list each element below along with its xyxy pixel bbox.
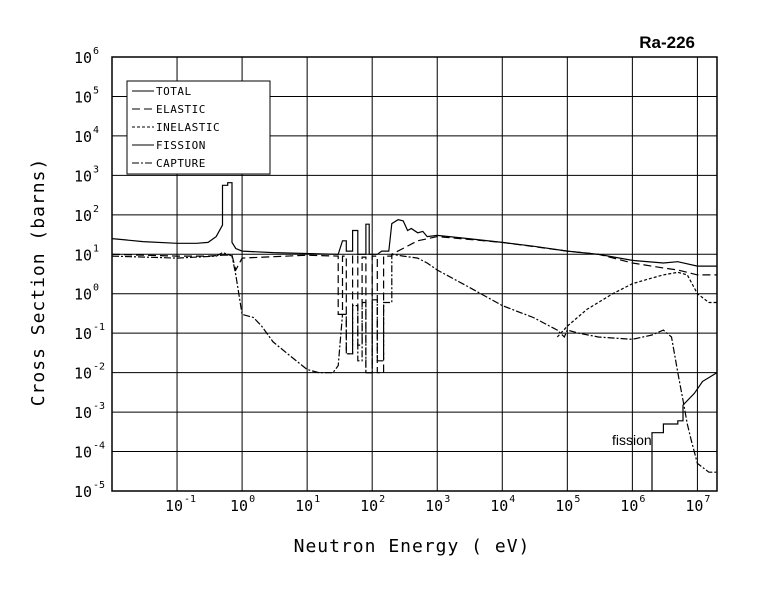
y-axis-label: Cross Section (barns)	[28, 158, 49, 407]
x-axis-label: Neutron Energy ( eV)	[294, 536, 531, 557]
y-tick-exponent: -2	[93, 362, 105, 373]
y-tick-exponent: -5	[93, 480, 105, 491]
y-tick-label: 10	[74, 49, 92, 67]
legend-label-capture: CAPTURE	[156, 157, 206, 170]
x-tick-label: 10	[165, 497, 183, 515]
legend: TOTAL ELASTIC INELASTIC FISSION CAPTURE	[126, 80, 271, 175]
x-tick-label: 10	[620, 497, 638, 515]
y-tick-exponent: 2	[93, 204, 99, 215]
y-tick-exponent: -4	[93, 441, 105, 452]
x-tick-label: 10	[685, 497, 703, 515]
x-tick-exponent: 7	[704, 494, 710, 505]
legend-label-elastic: ELASTIC	[156, 103, 206, 116]
y-tick-exponent: 0	[93, 283, 99, 294]
y-tick-label: 10	[74, 207, 92, 225]
y-tick-label: 10	[74, 404, 92, 422]
series-group	[111, 182, 718, 491]
x-tick-label: 10	[295, 497, 313, 515]
y-tick-label: 10	[74, 167, 92, 185]
y-tick-label: 10	[74, 88, 92, 106]
y-tick-exponent: -1	[93, 322, 105, 333]
y-tick-exponent: 1	[93, 243, 99, 254]
x-tick-exponent: -1	[184, 494, 196, 505]
x-tick-label: 10	[360, 497, 378, 515]
series-line-capture	[111, 251, 717, 473]
y-tick-exponent: -3	[93, 401, 105, 412]
legend-box	[126, 80, 271, 175]
x-tick-exponent: 5	[574, 494, 580, 505]
y-tick-label: 10	[74, 483, 92, 501]
legend-label-fission: FISSION	[156, 139, 206, 152]
x-tick-exponent: 6	[639, 494, 645, 505]
x-tick-label: 10	[555, 497, 573, 515]
y-tick-exponent: 4	[93, 125, 99, 136]
x-tick-exponent: 2	[379, 494, 385, 505]
y-tick-exponent: 3	[93, 164, 99, 175]
x-tick-exponent: 4	[509, 494, 515, 505]
y-tick-label: 10	[74, 128, 92, 146]
x-tick-label: 10	[425, 497, 443, 515]
chart-title: Ra-226	[639, 33, 695, 52]
y-tick-exponent: 5	[93, 85, 99, 96]
x-tick-exponent: 0	[249, 494, 255, 505]
y-tick-label: 10	[74, 365, 92, 383]
x-tick-exponent: 1	[314, 494, 320, 505]
x-tick-label: 10	[490, 497, 508, 515]
plot-frame	[111, 56, 718, 492]
fission-annotation: fission	[612, 432, 652, 448]
series-line-elastic	[111, 235, 717, 374]
y-tick-label: 10	[74, 246, 92, 264]
legend-label-total: TOTAL	[156, 85, 192, 98]
y-tick-label: 10	[74, 325, 92, 343]
y-tick-exponent: 6	[93, 46, 99, 57]
legend-label-inelastic: INELASTIC	[156, 121, 220, 134]
series-line-fission	[651, 372, 718, 491]
x-tick-exponent: 3	[444, 494, 450, 505]
y-tick-label: 10	[74, 286, 92, 304]
series-line-inelastic	[556, 271, 717, 338]
x-tick-label: 10	[230, 497, 248, 515]
y-tick-label: 10	[74, 444, 92, 462]
